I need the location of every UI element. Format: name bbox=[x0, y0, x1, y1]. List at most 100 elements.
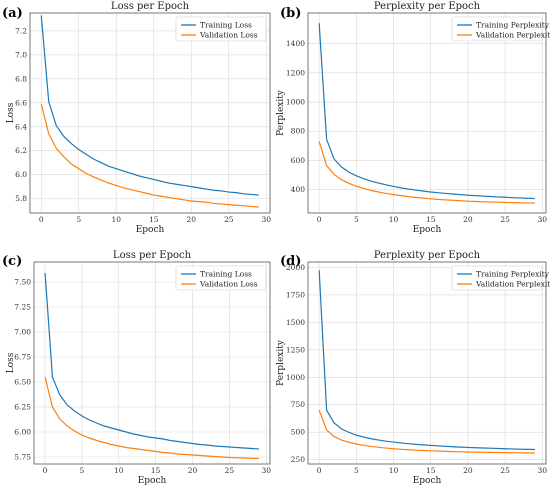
chart-title: Perplexity per Epoch bbox=[374, 1, 481, 12]
y-tick-label: 1200 bbox=[286, 68, 305, 77]
legend-entry: Training Loss bbox=[200, 21, 252, 30]
y-axis-label: Loss bbox=[6, 352, 16, 373]
y-tick-label: 7.2 bbox=[15, 26, 27, 35]
x-tick-label: 15 bbox=[151, 466, 161, 475]
legend-entry: Validation Loss bbox=[199, 31, 258, 40]
y-tick-label: 400 bbox=[291, 185, 306, 194]
y-tick-label: 6.8 bbox=[15, 74, 27, 83]
series-line-training bbox=[318, 270, 535, 451]
panel-label: (b) bbox=[280, 6, 301, 21]
panel-label: (a) bbox=[2, 6, 23, 21]
x-tick-label: 5 bbox=[80, 466, 85, 475]
x-tick-label: 0 bbox=[39, 215, 44, 224]
y-tick-label: 6.50 bbox=[14, 378, 31, 387]
legend-box bbox=[175, 16, 267, 42]
legend-entry: Validation Perplexity bbox=[475, 280, 550, 289]
x-tick-label: 0 bbox=[317, 466, 322, 475]
chart-panel-1: (b) 0 5 10 15 20 25 30 400 600 800 1000 1200 1400 Perp… bbox=[276, 1, 550, 235]
x-tick-label: 0 bbox=[43, 466, 48, 475]
series-line-training bbox=[318, 23, 535, 200]
chart-title: Loss per Epoch bbox=[113, 250, 192, 261]
y-tick-label: 250 bbox=[291, 455, 306, 464]
chart-panel-3: (d) 0 5 10 15 20 25 30 250 500 750 1000 1250 1500 1750… bbox=[276, 250, 550, 486]
y-tick-label: 7.25 bbox=[14, 303, 31, 312]
x-axis-label: Epoch bbox=[138, 476, 167, 486]
chart-panel-2: (c) 0 5 10 15 20 25 30 5.75 6.00 6.25 6.50 6.75 7.00 7… bbox=[2, 250, 271, 486]
x-tick-label: 20 bbox=[463, 466, 473, 475]
y-tick-label: 1250 bbox=[286, 345, 305, 354]
x-tick-label: 20 bbox=[188, 466, 198, 475]
x-tick-label: 15 bbox=[426, 215, 436, 224]
legend-entry: Validation Perplexity bbox=[475, 31, 550, 40]
y-tick-label: 1000 bbox=[286, 373, 305, 382]
series-line-validation bbox=[318, 141, 535, 204]
legend-entry: Training Perplexity bbox=[476, 270, 550, 279]
y-tick-label: 5.8 bbox=[15, 194, 27, 203]
y-tick-label: 800 bbox=[291, 127, 306, 136]
y-tick-label: 6.0 bbox=[15, 170, 27, 179]
x-tick-label: 5 bbox=[354, 215, 359, 224]
chart-panel-0: (a) 0 5 10 15 20 25 30 5.8 6.0 6.2 6.4 6.6 6.8 7.0 7.2 L… bbox=[2, 1, 271, 235]
x-tick-label: 30 bbox=[538, 215, 548, 224]
x-tick-label: 5 bbox=[354, 466, 359, 475]
x-tick-label: 25 bbox=[500, 215, 510, 224]
x-tick-label: 20 bbox=[186, 215, 196, 224]
x-tick-label: 30 bbox=[262, 466, 272, 475]
y-tick-label: 6.25 bbox=[14, 403, 31, 412]
legend-entry: Training Loss bbox=[200, 270, 252, 279]
legend-box bbox=[451, 16, 543, 42]
legend-entry: Training Perplexity bbox=[476, 21, 550, 30]
y-tick-label: 7.0 bbox=[15, 50, 27, 59]
panel-label: (c) bbox=[2, 254, 22, 269]
x-tick-label: 10 bbox=[389, 466, 399, 475]
x-tick-label: 10 bbox=[114, 466, 124, 475]
series-line-validation bbox=[40, 103, 259, 208]
plot-frame bbox=[307, 12, 547, 214]
panel-label: (d) bbox=[280, 254, 301, 269]
y-tick-label: 1750 bbox=[286, 290, 305, 299]
series-line-training bbox=[40, 15, 259, 196]
y-tick-label: 600 bbox=[291, 156, 306, 165]
x-tick-label: 10 bbox=[389, 215, 399, 224]
plot-frame bbox=[33, 261, 271, 465]
x-tick-label: 0 bbox=[317, 215, 322, 224]
series-line-validation bbox=[318, 409, 535, 454]
plot-frame bbox=[307, 261, 547, 465]
x-tick-label: 30 bbox=[538, 466, 548, 475]
x-tick-label: 25 bbox=[224, 215, 234, 224]
x-tick-label: 10 bbox=[111, 215, 121, 224]
x-axis-label: Epoch bbox=[136, 225, 165, 235]
y-axis-label: Perplexity bbox=[276, 89, 286, 136]
x-tick-label: 25 bbox=[225, 466, 235, 475]
y-tick-label: 1400 bbox=[286, 39, 305, 48]
plot-frame bbox=[29, 12, 271, 214]
y-tick-label: 2000 bbox=[286, 263, 305, 272]
chart-title: Loss per Epoch bbox=[111, 1, 190, 12]
series-line-training bbox=[44, 272, 259, 450]
legend-entry: Validation Loss bbox=[199, 280, 258, 289]
y-tick-label: 5.75 bbox=[14, 453, 31, 462]
x-tick-label: 15 bbox=[426, 466, 436, 475]
y-tick-label: 6.4 bbox=[15, 122, 27, 131]
y-tick-label: 6.6 bbox=[15, 98, 27, 107]
x-tick-label: 15 bbox=[149, 215, 159, 224]
x-axis-label: Epoch bbox=[413, 225, 442, 235]
y-tick-label: 500 bbox=[291, 428, 306, 437]
x-tick-label: 25 bbox=[500, 466, 510, 475]
chart-title: Perplexity per Epoch bbox=[374, 250, 481, 261]
y-tick-label: 6.2 bbox=[15, 146, 27, 155]
x-axis-label: Epoch bbox=[413, 476, 442, 486]
x-tick-label: 30 bbox=[261, 215, 271, 224]
y-tick-label: 7.00 bbox=[14, 328, 31, 337]
y-tick-label: 6.00 bbox=[14, 428, 31, 437]
legend-box bbox=[175, 265, 267, 291]
y-tick-label: 7.50 bbox=[14, 278, 31, 287]
y-axis-label: Perplexity bbox=[276, 339, 286, 386]
series-line-validation bbox=[44, 376, 259, 460]
x-tick-label: 5 bbox=[76, 215, 81, 224]
